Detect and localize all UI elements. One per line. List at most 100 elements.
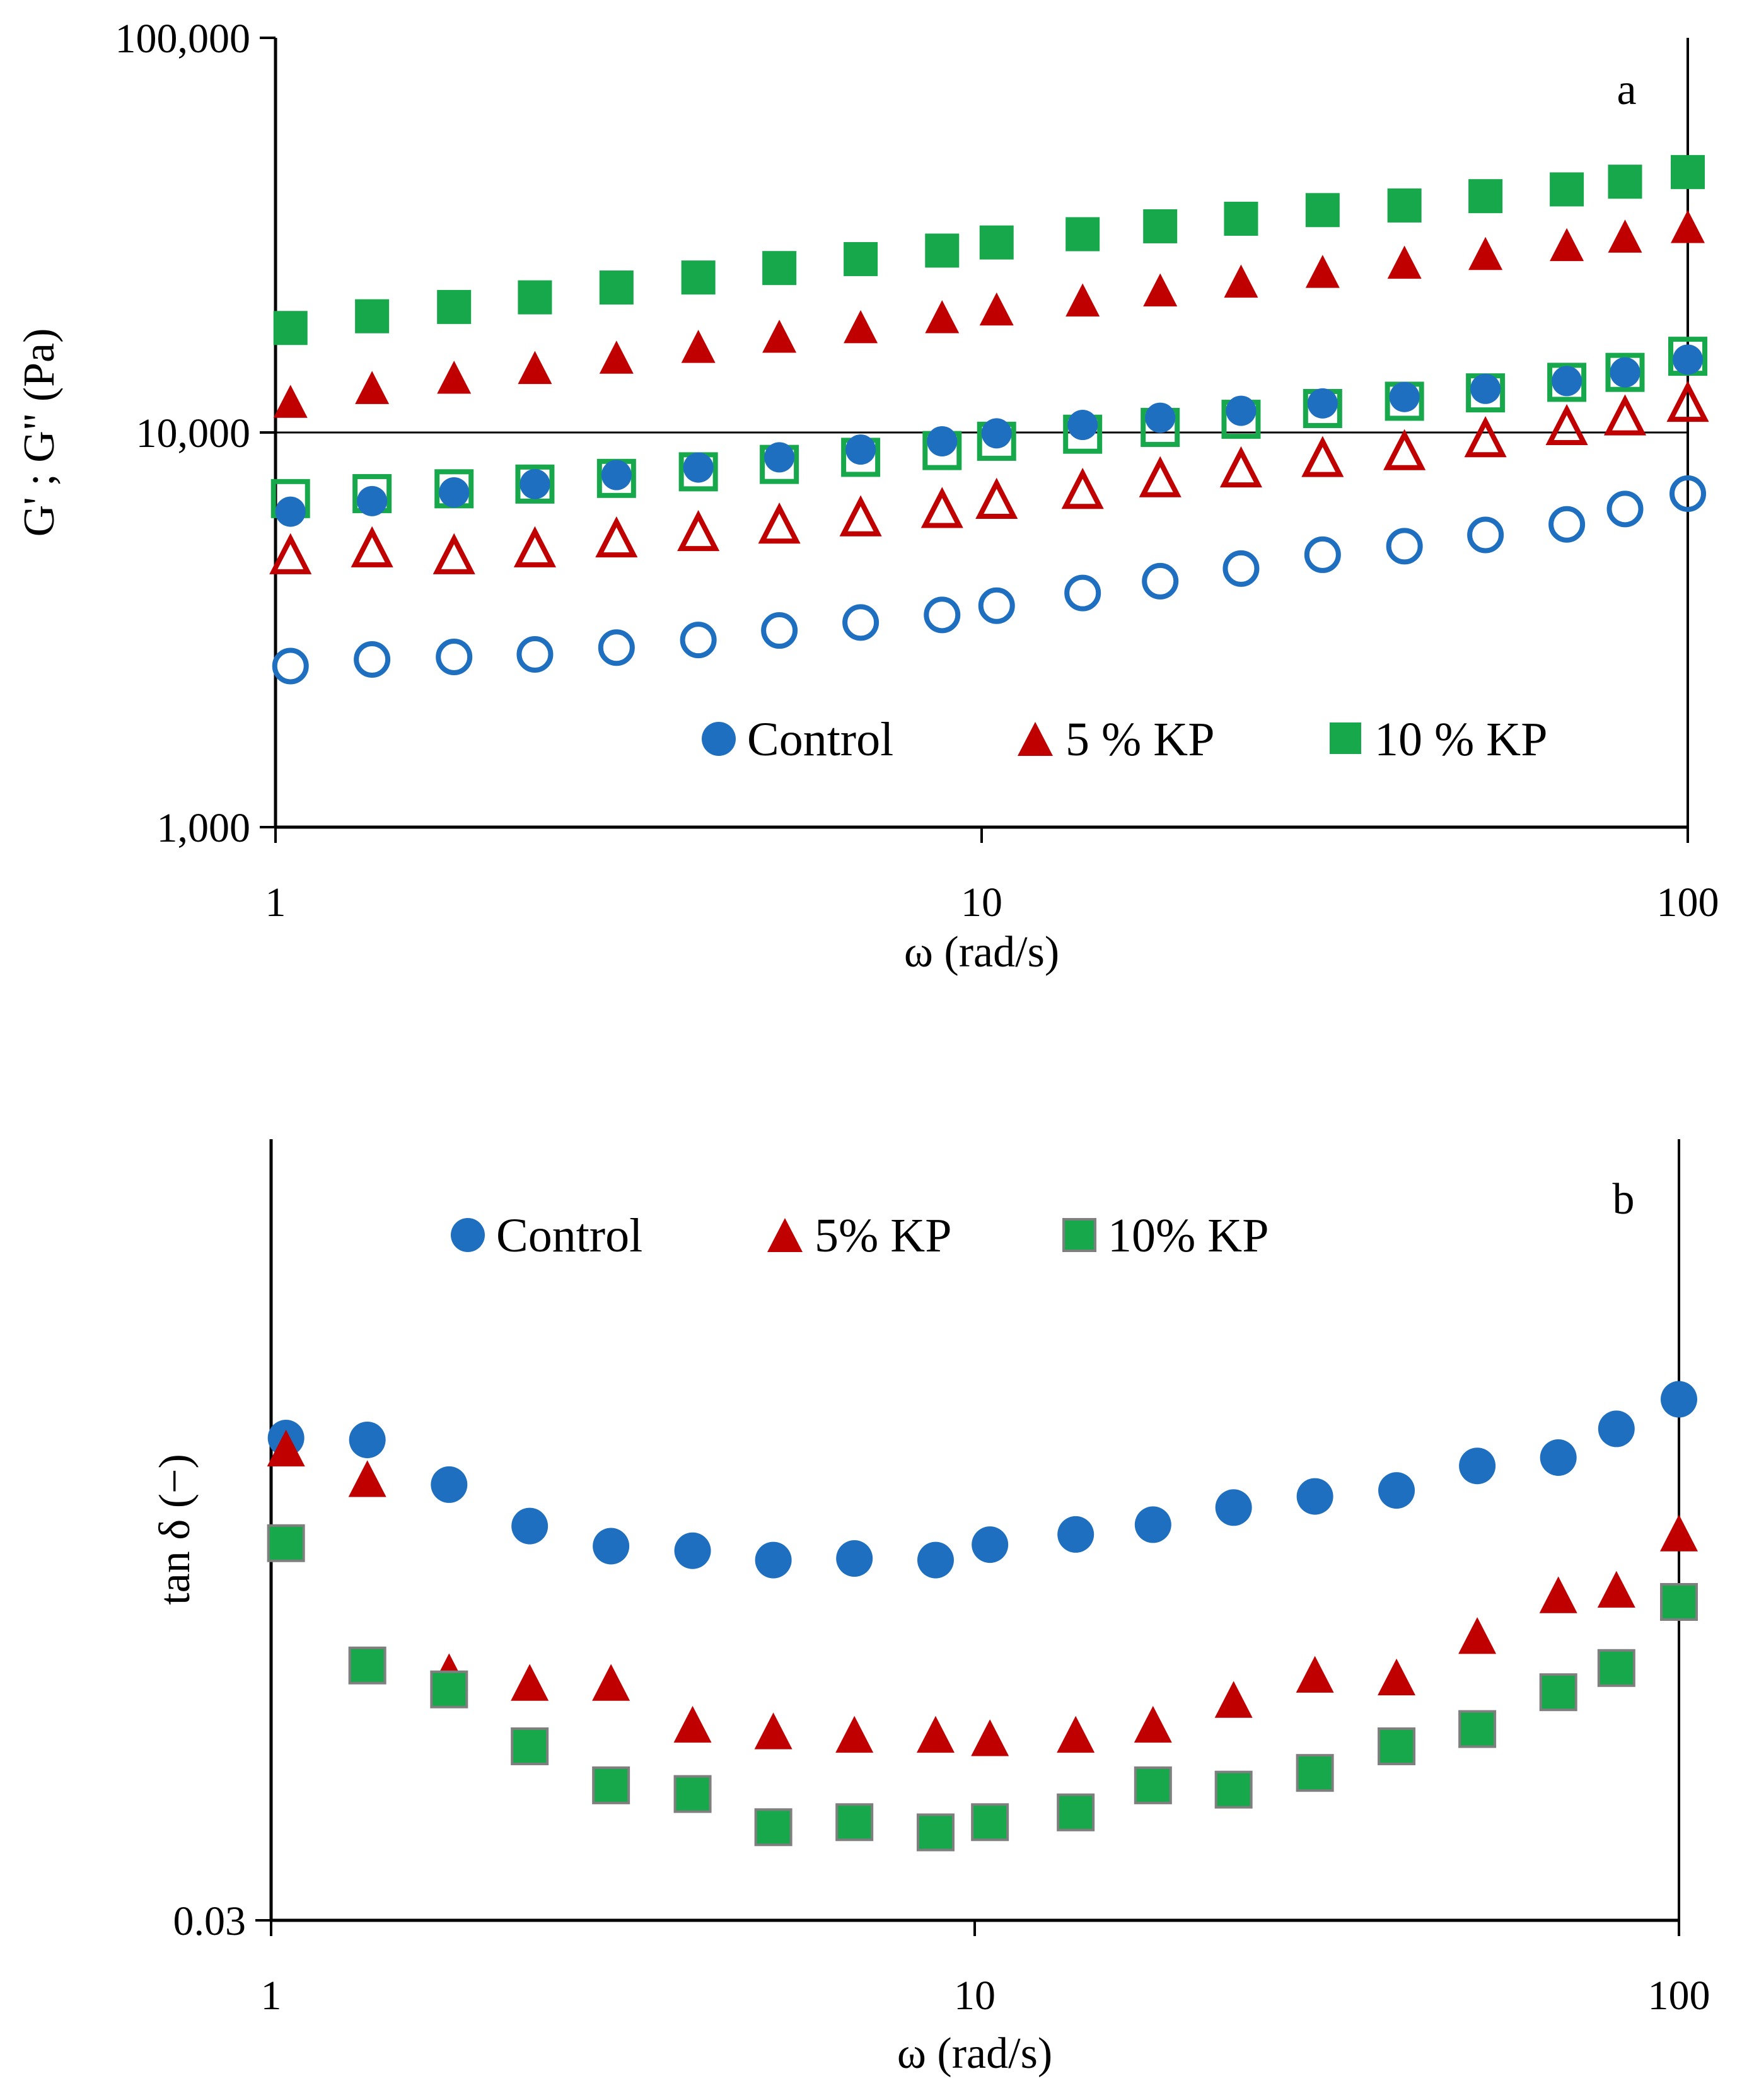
point-control-gdouble <box>1304 536 1341 573</box>
point-control <box>1057 1516 1095 1553</box>
point-10-kp-gprime <box>1143 209 1178 243</box>
point-5-kp-gprime <box>1468 236 1503 270</box>
point-control <box>593 1528 630 1565</box>
point-control-gdouble <box>1142 562 1179 600</box>
point-10-kp-gprime <box>1468 179 1503 214</box>
point-control-gprime <box>1552 366 1582 397</box>
point-control-gdouble <box>924 596 961 634</box>
y-tick-label: 10,000 <box>136 410 251 456</box>
legend-label: Control <box>747 713 893 766</box>
point-10-kp-gprime <box>979 225 1014 260</box>
point-control-gprime <box>1673 344 1703 375</box>
legend-marker-control <box>451 1218 485 1252</box>
point-5-kp <box>754 1712 793 1749</box>
point-5-kp-gdouble <box>1301 436 1344 477</box>
point-5-kp <box>835 1715 874 1753</box>
point-5-kp-gdouble <box>1603 394 1647 436</box>
point-control-gprime <box>1389 381 1420 412</box>
legend-b: Control 5% KP 10% KP <box>451 1209 1269 1262</box>
x-tick-label: 100 <box>1657 879 1719 925</box>
point-control-gprime <box>981 418 1012 449</box>
point-control-gdouble <box>1606 490 1644 528</box>
point-10-kp-gdouble <box>1547 363 1587 402</box>
x-tick-label: 1 <box>261 1973 282 2019</box>
point-control <box>674 1532 711 1569</box>
point-10-kp-gprime <box>681 260 716 295</box>
point-5-kp-gdouble <box>1545 403 1588 446</box>
legend-marker-5kp <box>767 1218 803 1252</box>
point-control-gdouble <box>436 638 473 675</box>
legend-a: Control 5 % KP 10 % KP <box>702 713 1547 766</box>
point-5-kp-gprime <box>1224 264 1258 298</box>
data-points-b <box>267 1381 1698 1852</box>
point-control-gdouble <box>1222 550 1260 587</box>
point-control <box>972 1526 1009 1563</box>
point-control <box>1134 1506 1171 1543</box>
y-axis-label-a: G' ; G" (Pa) <box>15 328 64 537</box>
legend-marker-5kp <box>1018 722 1053 756</box>
point-control-gprime <box>845 434 876 465</box>
point-5-kp <box>1378 1658 1416 1696</box>
point-control <box>349 1421 386 1458</box>
y-tick-label: 0.03 <box>173 1898 247 1944</box>
point-5-kp <box>1458 1617 1497 1654</box>
point-10-kp-gdouble <box>515 464 555 504</box>
point-5-kp-gprime <box>273 385 308 418</box>
point-control <box>1661 1381 1697 1418</box>
point-control <box>431 1466 468 1503</box>
point-5-kp <box>1057 1715 1095 1753</box>
point-5-kp <box>592 1664 630 1701</box>
point-control-gprime <box>683 452 714 483</box>
point-10-kp <box>971 1803 1009 1842</box>
point-10-kp <box>592 1766 630 1804</box>
point-control-gprime <box>357 485 388 516</box>
point-control <box>1215 1489 1252 1526</box>
point-5-kp <box>971 1719 1009 1756</box>
point-5-kp <box>916 1715 955 1753</box>
point-10-kp-gprime <box>1608 165 1642 199</box>
point-10-kp <box>430 1670 468 1708</box>
x-tick-label: 10 <box>954 1973 996 2019</box>
point-10-kp-gprime <box>925 233 960 268</box>
point-5-kp-gprime <box>1305 255 1340 288</box>
point-10-kp <box>348 1646 386 1685</box>
point-control <box>511 1507 549 1545</box>
point-control-gprime <box>764 442 795 473</box>
point-5-kp-gprime <box>1608 219 1642 253</box>
point-10-kp-gprime <box>1550 172 1584 207</box>
point-10-kp-gprime <box>1387 188 1422 223</box>
panel-a: 100,000 10,000 1,000 1 10 100 ω (rad/s) … <box>15 16 1719 977</box>
point-5-kp-gprime <box>1387 245 1422 279</box>
legend-label: 5% KP <box>815 1209 951 1262</box>
point-control <box>836 1540 873 1577</box>
point-5-kp <box>267 1429 305 1467</box>
point-10-kp-gprime <box>355 299 390 334</box>
panel-b: 0.03 1 10 100 ω (rad/s) tan δ (−) b Cont… <box>151 1139 1710 2078</box>
point-control-gdouble <box>680 622 717 659</box>
point-control <box>1378 1472 1415 1509</box>
point-5-kp <box>348 1460 386 1497</box>
point-control-gprime <box>439 477 470 508</box>
point-control-gprime <box>927 426 958 456</box>
point-5-kp-gdouble <box>677 509 720 552</box>
point-5-kp-gdouble <box>758 502 801 544</box>
point-5-kp-gdouble <box>595 516 638 558</box>
point-5-kp <box>1539 1576 1577 1613</box>
point-control-gdouble <box>1467 516 1504 554</box>
point-10-kp <box>754 1808 793 1847</box>
point-control-gdouble <box>842 604 880 641</box>
point-5-kp <box>511 1664 549 1701</box>
point-10-kp-gprime <box>599 270 634 305</box>
legend-marker-10kp <box>1062 1218 1096 1252</box>
point-5-kp-gdouble <box>513 526 556 567</box>
point-control <box>917 1541 954 1579</box>
point-5-kp <box>1296 1656 1334 1693</box>
point-control-gdouble <box>1548 506 1586 543</box>
point-control-gdouble <box>598 629 635 666</box>
point-5-kp-gdouble <box>351 526 393 567</box>
point-control <box>755 1541 792 1579</box>
panel-label-b: b <box>1613 1175 1635 1224</box>
point-10-kp-gprime <box>1671 154 1705 189</box>
